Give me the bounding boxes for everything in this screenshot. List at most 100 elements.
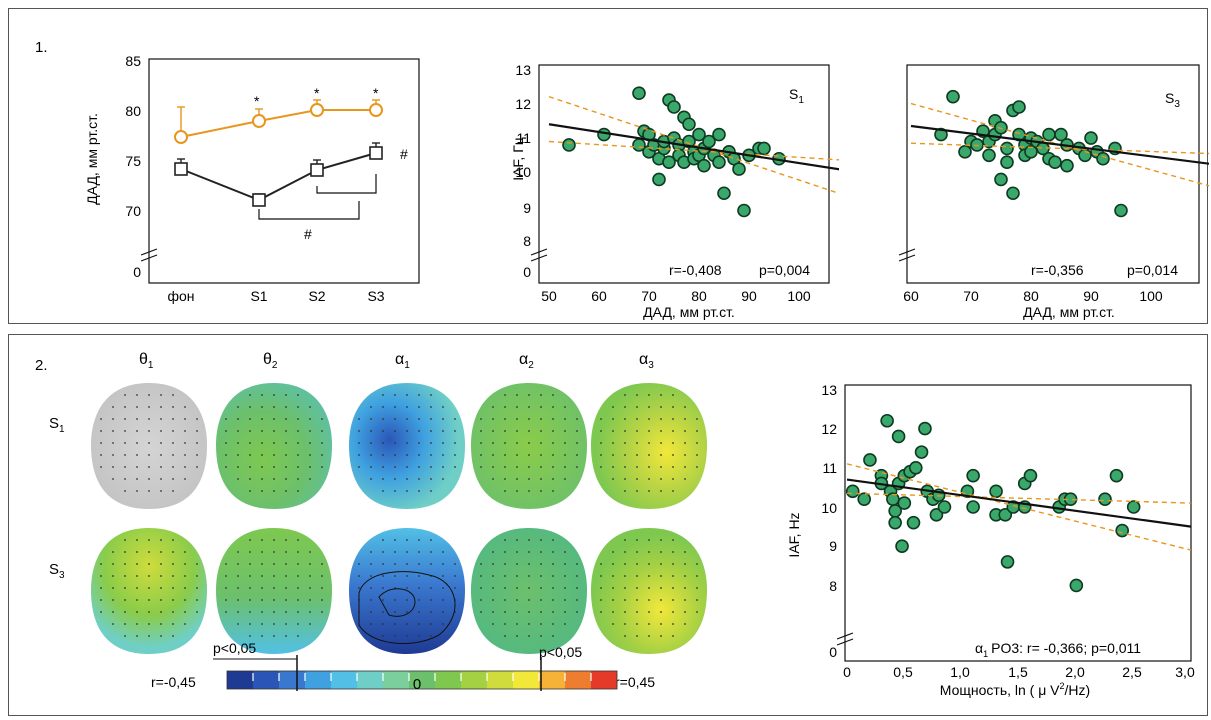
electrode-dot (552, 551, 554, 553)
electrode-dot (172, 454, 174, 456)
electrode-dot (160, 442, 162, 444)
electrode-dot (516, 635, 518, 637)
star-s1: * (254, 93, 260, 109)
colorbar-swatch (461, 671, 487, 689)
electrode-dot (540, 587, 542, 589)
electrode-dot (297, 551, 299, 553)
electrode-dot (237, 611, 239, 613)
electrode-dot (660, 539, 662, 541)
electrode-dot (430, 623, 432, 625)
electrode-dot (648, 490, 650, 492)
chart-c-plot (910, 89, 1209, 218)
electrode-dot (406, 611, 408, 613)
electrode-dot (406, 587, 408, 589)
electrode-dot (624, 623, 626, 625)
electrode-dot (516, 394, 518, 396)
electrode-dot (406, 478, 408, 480)
electrode-dot (636, 490, 638, 492)
scatter-point (1060, 158, 1074, 173)
electrode-dot (624, 575, 626, 577)
colorbar-swatches (226, 670, 618, 690)
hash-bottom: # (304, 226, 312, 242)
electrode-dot (430, 599, 432, 601)
electrode-dot (160, 478, 162, 480)
brain-map (591, 383, 707, 509)
electrode-dot (684, 454, 686, 456)
electrode-dot (184, 551, 186, 553)
electrode-dot (225, 454, 227, 456)
colorbar-outline (226, 670, 618, 690)
iaf-scatter-s1: IAF, Гц 13 12 11 10 9 8 0 50 60 70 80 90… (510, 62, 839, 320)
scatter-point (1042, 127, 1056, 142)
electrode-dot (100, 599, 102, 601)
electrode-dot (136, 575, 138, 577)
row-label-s3: S3 (49, 561, 65, 581)
electrode-dot (576, 466, 578, 468)
electrode-dot (249, 575, 251, 577)
electrode-dot (225, 466, 227, 468)
electrode-dot (394, 454, 396, 456)
scatter-point (692, 127, 706, 142)
electrode-dot (636, 539, 638, 541)
electrode-dot (309, 575, 311, 577)
electrode-dot (504, 551, 506, 553)
electrode-dot (624, 635, 626, 637)
electrode-dot (442, 418, 444, 420)
d-x-0: 0 (843, 664, 851, 680)
electrode-dot (273, 551, 275, 553)
electrode-dot (612, 454, 614, 456)
electrode-dot (184, 611, 186, 613)
electrode-dot (600, 466, 602, 468)
electrode-dot (684, 599, 686, 601)
electrode-dot (504, 430, 506, 432)
electrode-dot (148, 623, 150, 625)
electrode-dot (124, 430, 126, 432)
electrode-dot (492, 466, 494, 468)
electrode-dot (370, 406, 372, 408)
electrode-dot (648, 430, 650, 432)
electrode-dot (112, 418, 114, 420)
bp-line-chart: ДАД, мм рт.ст. 85 80 75 70 0 фон S1 S2 S… (84, 53, 420, 304)
electrode-dot (261, 635, 263, 637)
scatter-point (1024, 145, 1038, 159)
electrode-dot (516, 575, 518, 577)
scatter-point (937, 500, 952, 514)
electrode-dot (442, 587, 444, 589)
electrode-dot (418, 466, 420, 468)
chart-a-frame (148, 58, 420, 284)
scatter-point (994, 172, 1008, 187)
electrode-dot (112, 623, 114, 625)
electrode-dot (480, 442, 482, 444)
brain-map (216, 528, 332, 654)
scatter-point (918, 421, 932, 436)
electrode-dot (660, 478, 662, 480)
electrode-dot (406, 454, 408, 456)
electrode-dot (418, 611, 420, 613)
scatter-point (717, 186, 731, 201)
electrode-dot (552, 635, 554, 637)
electrode-dot (540, 575, 542, 577)
electrode-dot (442, 466, 444, 468)
electrode-dot (285, 490, 287, 492)
electrode-dot (528, 551, 530, 553)
electrode-dot (552, 454, 554, 456)
electrode-dot (273, 394, 275, 396)
electrode-dot (148, 466, 150, 468)
electrode-dot (406, 394, 408, 396)
figure-panel-2: 2. θ1 θ2 α1 α2 α3 S1 S3 p<0,05 p<0,05 r=… (8, 334, 1208, 716)
electrode-dot (648, 418, 650, 420)
electrode-dot (516, 551, 518, 553)
electrode-dot (528, 406, 530, 408)
electrode-dot (430, 490, 432, 492)
electrode-dot (237, 418, 239, 420)
electrode-dot (624, 418, 626, 420)
electrode-dot (600, 442, 602, 444)
electrode-dot (261, 587, 263, 589)
electrode-dot (124, 478, 126, 480)
electrode-dot (552, 599, 554, 601)
electrode-dot (600, 430, 602, 432)
electrode-dot (285, 551, 287, 553)
electrode-dot (696, 575, 698, 577)
electrode-dot (660, 418, 662, 420)
electrode-dot (624, 478, 626, 480)
